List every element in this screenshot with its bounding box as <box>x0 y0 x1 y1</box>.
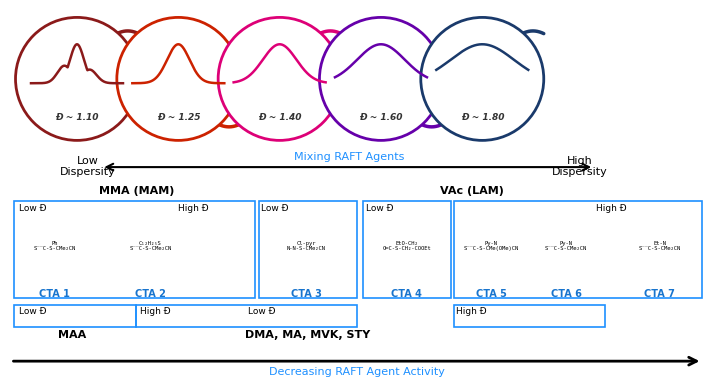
Text: Ph
S̅̅C-S-CMe₂CN: Ph S̅̅C-S-CMe₂CN <box>34 241 76 251</box>
Text: High Đ: High Đ <box>456 307 487 316</box>
Text: Py-N
S̅̅C-S-CMe(OMe)CN: Py-N S̅̅C-S-CMe(OMe)CN <box>463 241 519 251</box>
Bar <box>14 201 255 298</box>
Text: VAc (LAM): VAc (LAM) <box>440 187 503 196</box>
Text: Low Đ: Low Đ <box>19 203 46 213</box>
Text: Et-N
S̅̅C-S-CMe₂CN: Et-N S̅̅C-S-CMe₂CN <box>639 241 681 251</box>
Text: CTA 5: CTA 5 <box>476 289 507 299</box>
Text: High Đ: High Đ <box>178 203 209 213</box>
Ellipse shape <box>117 17 240 141</box>
Bar <box>454 305 605 327</box>
Text: Đ ~ 1.40: Đ ~ 1.40 <box>258 113 302 121</box>
Text: Low Đ: Low Đ <box>262 203 289 213</box>
Text: EtO-CH₂
O=C-S-CH₂-COOEt: EtO-CH₂ O=C-S-CH₂-COOEt <box>382 241 431 251</box>
Text: CTA 7: CTA 7 <box>645 289 675 299</box>
Text: Low Đ: Low Đ <box>366 203 393 213</box>
Text: High Đ: High Đ <box>140 307 170 316</box>
Text: Py-N
S̅̅C-S-CMe₂CN: Py-N S̅̅C-S-CMe₂CN <box>545 241 588 251</box>
Text: MMA (MAM): MMA (MAM) <box>98 187 174 196</box>
Text: CTA 4: CTA 4 <box>391 289 422 299</box>
Text: Low
Dispersity: Low Dispersity <box>60 156 116 177</box>
Text: High Đ: High Đ <box>596 203 627 213</box>
Text: Đ ~ 1.25: Đ ~ 1.25 <box>157 113 200 121</box>
Text: DMA, MA, MVK, STY: DMA, MA, MVK, STY <box>245 330 370 340</box>
Ellipse shape <box>421 17 544 141</box>
Text: CTA 1: CTA 1 <box>39 289 70 299</box>
Text: Low Đ: Low Đ <box>248 307 276 316</box>
Text: High
Dispersity: High Dispersity <box>553 156 608 177</box>
Text: MAA: MAA <box>58 330 86 340</box>
Bar <box>14 305 136 327</box>
Text: CTA 3: CTA 3 <box>291 289 322 299</box>
Ellipse shape <box>319 17 443 141</box>
Text: Mixing RAFT Agents: Mixing RAFT Agents <box>294 152 405 162</box>
Ellipse shape <box>16 17 138 141</box>
Polygon shape <box>422 57 447 100</box>
Ellipse shape <box>218 17 341 141</box>
Text: Đ ~ 1.60: Đ ~ 1.60 <box>359 113 403 121</box>
Text: Cl-pyr
N-N-S-CMe₂CN: Cl-pyr N-N-S-CMe₂CN <box>287 241 326 251</box>
Polygon shape <box>118 57 143 100</box>
Polygon shape <box>220 57 245 100</box>
Text: CTA 2: CTA 2 <box>135 289 166 299</box>
Text: Decreasing RAFT Agent Activity: Decreasing RAFT Agent Activity <box>269 367 444 377</box>
Text: Low Đ: Low Đ <box>19 307 46 316</box>
Bar <box>454 201 702 298</box>
Bar <box>259 201 356 298</box>
Bar <box>364 201 451 298</box>
Text: C₁₂H₂₅S
S̅̅C-S-CMe₂CN: C₁₂H₂₅S S̅̅C-S-CMe₂CN <box>129 241 172 251</box>
Text: Đ ~ 1.10: Đ ~ 1.10 <box>55 113 99 121</box>
Text: Đ ~ 1.80: Đ ~ 1.80 <box>461 113 504 121</box>
Polygon shape <box>321 57 346 100</box>
Bar <box>136 305 356 327</box>
Text: CTA 6: CTA 6 <box>550 289 582 299</box>
